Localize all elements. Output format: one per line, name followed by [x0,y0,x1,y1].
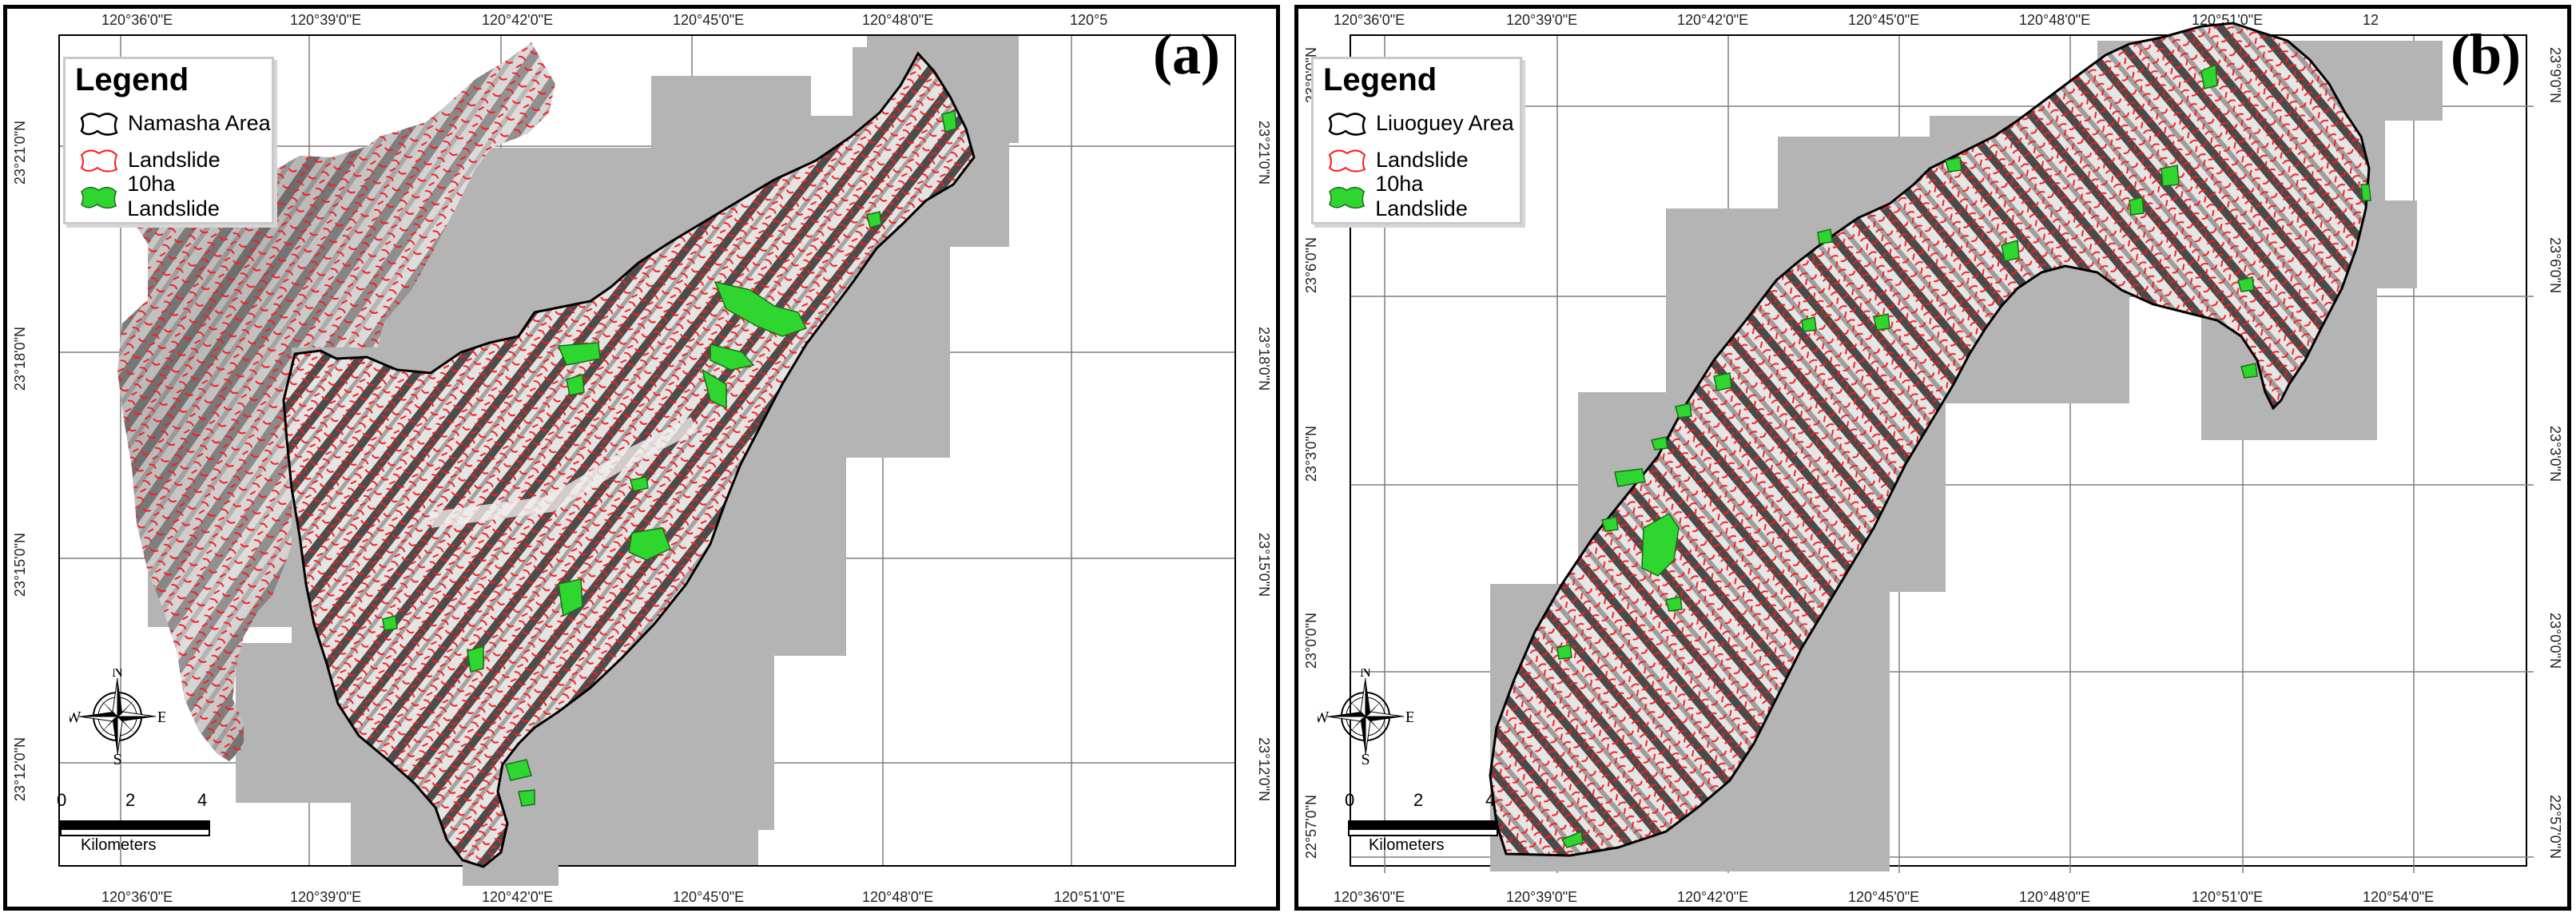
bottom-tick: 120°48'0"E [862,889,934,905]
legend-item-landslide: Landslide [1325,144,1469,176]
compass-e: E [157,709,165,726]
top-tick: 120°39'0"E [290,12,362,28]
top-tick: 120°39'0"E [1506,12,1578,28]
scale-bar: 0 2 4 Kilometers [1345,790,1521,854]
large-landslides-b [1556,63,2371,848]
panel-label: (b) [2451,22,2521,86]
top-tick: 120°45'0"E [1848,12,1920,28]
legend-item-large-landslide: 10ha Landslide [1325,172,1520,220]
bottom-tick: 120°45'0"E [673,889,745,905]
legend-label: 10ha Landslide [1375,172,1468,220]
legend-title: Legend [75,62,189,97]
legend-item-large-landslide: 10ha Landslide [77,172,272,220]
panel-label: (a) [1153,22,1220,86]
map-panel-a: 120°36'0"E 120°39'0"E 120°42'0"E 120°45'… [3,5,1280,911]
compass-w: W [1318,709,1330,726]
right-tick: 23°0'0"N [2547,613,2563,669]
compass-rose-icon: N S E W [1318,669,1413,764]
top-tick: 120°45'0"E [673,12,745,28]
landslide-outline-icon [1328,149,1366,173]
right-tick: 23°3'0"N [2547,426,2563,482]
map-panel-b: 120°36'0"E 120°39'0"E 120°42'0"E 120°45'… [1294,5,2571,911]
legend-label: Landslide [128,147,221,172]
bottom-tick: 120°39'0"E [290,889,362,905]
right-tick: 22°57'0"N [2547,795,2563,859]
legend-label: Liuoguey Area [1376,110,1514,135]
compass-s: S [113,751,121,764]
map-legend: Legend Namasha Area Landslide 10ha Lands… [63,57,274,224]
top-tick: 120°48'0"E [2019,12,2091,28]
compass-w: W [70,709,81,726]
scale-tick: 4 [197,790,208,810]
compass-rose-icon: N S E W [70,669,165,764]
legend-label: Namasha Area [128,110,271,135]
large-landslide-fill-icon [81,186,117,209]
liuoguey-study-area [1351,22,2534,873]
legend-label: Landslide [1376,147,1469,172]
top-tick: 120°36'0"E [1334,12,1405,28]
scale-tick: 0 [1345,790,1355,810]
landslide-outline-icon [80,149,118,173]
right-tick: 23°6'0"N [2547,237,2563,294]
top-tick: 120°51'0"E [2192,12,2264,28]
bottom-tick: 120°51'0"E [2192,889,2264,905]
large-landslides-a [382,110,957,807]
compass-e: E [1405,709,1413,726]
namasha-study-area [282,47,1009,886]
compass-n: N [1360,669,1371,681]
right-tick: 23°21'0"N [1256,121,1272,185]
compass-n: N [112,669,123,681]
area-outline-icon [1328,113,1366,136]
scale-tick: 2 [125,790,136,810]
bottom-tick: 120°39'0"E [1506,889,1578,905]
scale-tick: 0 [57,790,67,810]
legend-item-area: Namasha Area [77,107,271,139]
scale-bar: 0 2 4 Kilometers [57,790,233,854]
right-tick: 23°9'0"N [2547,47,2563,104]
legend-item-landslide: Landslide [77,144,221,176]
compass-s: S [1361,751,1369,764]
scale-unit: Kilometers [1369,836,1445,854]
scale-unit: Kilometers [81,836,157,854]
top-tick: 120°48'0"E [862,12,934,28]
bottom-tick: 120°54'0"E [2363,889,2435,905]
right-tick: 23°12'0"N [1256,737,1272,802]
bottom-tick: 120°51'0"E [1054,889,1126,905]
scale-tick: 4 [1485,790,1496,810]
bottom-tick: 120°45'0"E [1848,889,1920,905]
legend-item-area: Liuoguey Area [1325,107,1514,139]
top-tick: 12 [2363,12,2379,28]
top-tick: 120°42'0"E [1677,12,1749,28]
area-outline-icon [80,113,118,136]
bottom-tick: 120°42'0"E [482,889,554,905]
large-landslide-fill-icon [1329,186,1366,209]
top-tick: 120°36'0"E [101,12,173,28]
top-tick: 120°42'0"E [482,12,554,28]
bottom-tick: 120°36'0"E [101,889,173,905]
map-legend: Legend Liuoguey Area Landslide 10ha Land… [1311,57,1522,224]
top-tick: 120°5 [1070,12,1108,28]
legend-label: 10ha Landslide [127,172,220,220]
bottom-tick: 120°42'0"E [1677,889,1749,905]
legend-title: Legend [1323,62,1437,97]
bottom-tick: 120°36'0"E [1334,889,1405,905]
right-tick: 23°18'0"N [1256,327,1272,391]
scale-tick: 2 [1413,790,1424,810]
right-tick: 23°15'0"N [1256,533,1272,597]
bottom-tick: 120°48'0"E [2019,889,2091,905]
